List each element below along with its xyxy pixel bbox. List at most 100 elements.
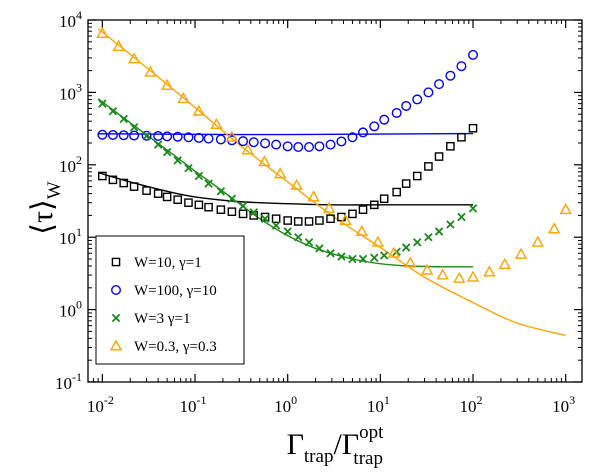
data-point	[420, 263, 434, 275]
data-point	[271, 214, 281, 224]
data-point	[322, 201, 336, 213]
legend-label-series-1: W=10, γ=1	[134, 255, 202, 271]
y-tick-base: 10	[59, 12, 76, 31]
data-point	[336, 136, 347, 147]
data-point	[204, 179, 213, 188]
data-point	[153, 189, 163, 198]
data-point	[108, 175, 118, 185]
x-axis-title-sub: trap	[304, 446, 334, 467]
data-point	[498, 257, 511, 269]
data-point	[339, 213, 352, 226]
x-axis-title-sup: opt	[359, 422, 384, 443]
data-point	[355, 224, 368, 236]
data-point	[203, 133, 214, 144]
data-point	[293, 217, 303, 226]
data-point	[468, 204, 478, 213]
data-point	[483, 265, 496, 277]
data-point	[371, 235, 385, 247]
data-point	[97, 129, 108, 140]
data-point	[260, 212, 270, 222]
data-point	[446, 142, 455, 151]
data-point	[315, 244, 324, 253]
data-point	[172, 131, 183, 142]
y-tick-label: 101	[59, 225, 82, 248]
x-tick-label: 100	[274, 393, 297, 416]
y-tick-exp: 0	[76, 298, 82, 312]
data-point	[204, 202, 213, 212]
data-point	[216, 187, 226, 196]
data-point	[401, 243, 411, 252]
y-tick-base: 10	[59, 84, 76, 103]
data-point	[96, 26, 109, 39]
data-point	[225, 130, 239, 142]
x-tick-exp: 2	[477, 393, 483, 407]
series-1-markers	[98, 123, 478, 226]
data-point	[184, 163, 193, 173]
legend-label-series-2: W=100, γ=10	[134, 283, 217, 299]
data-points	[96, 26, 572, 283]
y-tick-base: 10	[59, 157, 76, 176]
data-point	[162, 131, 173, 142]
data-point	[434, 227, 444, 236]
data-point	[144, 65, 157, 77]
x-tick-exp: 3	[569, 393, 575, 407]
y-axis-title-sub: W	[44, 181, 65, 199]
data-point	[412, 171, 422, 181]
data-point	[107, 129, 118, 140]
x-tick-base: 10	[274, 397, 291, 416]
data-point	[457, 212, 466, 222]
data-point	[531, 235, 544, 247]
y-tick-label: 100	[59, 298, 82, 321]
data-point	[304, 238, 314, 247]
data-point	[142, 131, 151, 141]
data-point	[153, 130, 164, 141]
x-tick-base: 10	[180, 397, 197, 416]
x-tick-base: 10	[460, 397, 477, 416]
legend-marker-series-4	[109, 339, 123, 351]
data-point	[445, 70, 456, 81]
data-point	[193, 132, 204, 143]
data-point	[238, 201, 248, 211]
data-point	[348, 209, 357, 219]
data-point	[112, 39, 125, 52]
legend-label-series-4: W=0.3, γ=0.3	[134, 339, 217, 355]
data-point	[248, 137, 259, 148]
data-point	[177, 91, 190, 104]
data-point	[436, 268, 449, 280]
data-point	[194, 200, 204, 210]
x-tick-label: 10-2	[87, 393, 114, 416]
data-point	[453, 271, 466, 283]
data-point	[141, 130, 152, 141]
data-point	[358, 205, 368, 214]
legend-items: W=10, γ=1 W=100, γ=10 W=3 γ=1 W=0.3, γ=0.3	[109, 255, 217, 355]
x-tick-label: 103	[552, 393, 575, 416]
data-point	[162, 147, 172, 157]
data-point	[347, 132, 358, 143]
data-point	[514, 247, 528, 259]
data-point	[326, 214, 335, 224]
data-point	[160, 78, 174, 90]
data-point	[391, 107, 402, 118]
data-point	[369, 200, 379, 210]
data-point	[401, 100, 412, 111]
x-tick-label: 10-1	[180, 393, 207, 416]
plot-area-frame	[87, 19, 583, 383]
data-point	[326, 249, 335, 258]
x-tick-label: 101	[367, 393, 390, 416]
data-point	[127, 52, 141, 64]
data-point	[119, 178, 129, 188]
data-point	[260, 214, 270, 223]
legend: W=10, γ=1 W=100, γ=10 W=3 γ=1 W=0.3, γ=0.3	[95, 235, 245, 365]
data-point	[412, 238, 422, 247]
data-point	[387, 246, 401, 258]
data-point	[192, 104, 206, 116]
data-point	[379, 251, 389, 260]
y-tick-label: 10-1	[55, 370, 82, 393]
data-point	[142, 186, 151, 195]
data-point	[314, 141, 325, 152]
data-point	[98, 171, 107, 181]
data-point	[227, 207, 237, 217]
x-tick-exp: -2	[104, 393, 114, 407]
y-tick-base: 10	[59, 302, 76, 321]
data-point	[118, 130, 129, 141]
